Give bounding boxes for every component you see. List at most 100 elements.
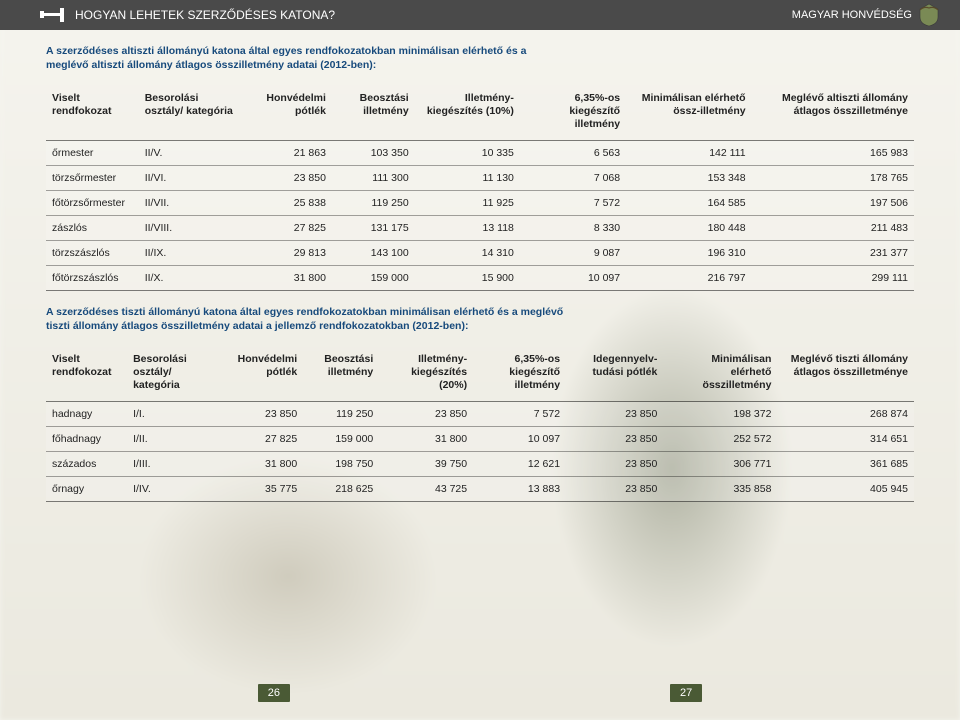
table-cell: 178 765 bbox=[752, 166, 914, 191]
table-cell: 216 797 bbox=[626, 266, 752, 291]
table-cell: 405 945 bbox=[777, 477, 914, 502]
table-cell: 180 448 bbox=[626, 216, 752, 241]
table-cell: 299 111 bbox=[752, 266, 914, 291]
t2-col-5: 6,35%-os kiegészítő illetmény bbox=[473, 347, 566, 401]
table-cell: 198 750 bbox=[303, 452, 379, 477]
table-cell: II/VI. bbox=[139, 166, 246, 191]
table-cell: 218 625 bbox=[303, 477, 379, 502]
intro-text-2: A szerződéses tiszti állományú katona ál… bbox=[46, 305, 566, 333]
table-cell: II/VIII. bbox=[139, 216, 246, 241]
t2-col-2: Honvédelmi pótlék bbox=[221, 347, 303, 401]
table-cell: I/IV. bbox=[127, 477, 221, 502]
table-cell: 25 838 bbox=[245, 191, 332, 216]
table-cell: 111 300 bbox=[332, 166, 415, 191]
table-cell: 13 883 bbox=[473, 477, 566, 502]
table-cell: 23 850 bbox=[379, 402, 473, 427]
table-cell: 143 100 bbox=[332, 241, 415, 266]
table-cell: főtörzsőrmester bbox=[46, 191, 139, 216]
salary-table-tiszt: Viselt rendfokozat Besorolási osztály/ k… bbox=[46, 347, 914, 502]
t1-col-0: Viselt rendfokozat bbox=[46, 86, 139, 140]
table-cell: százados bbox=[46, 452, 127, 477]
table-cell: hadnagy bbox=[46, 402, 127, 427]
t1-col-3: Beosztási illetmény bbox=[332, 86, 415, 140]
t2-col-3: Beosztási illetmény bbox=[303, 347, 379, 401]
table-cell: I/III. bbox=[127, 452, 221, 477]
table-cell: főtörzszászlós bbox=[46, 266, 139, 291]
intro-text-1: A szerződéses altiszti állományú katona … bbox=[46, 44, 566, 72]
table-cell: 31 800 bbox=[379, 427, 473, 452]
table-cell: 39 750 bbox=[379, 452, 473, 477]
table-row: őrnagyI/IV.35 775218 62543 72513 88323 8… bbox=[46, 477, 914, 502]
content: A szerződéses altiszti állományú katona … bbox=[0, 30, 960, 512]
table-cell: 43 725 bbox=[379, 477, 473, 502]
table-cell: 15 900 bbox=[415, 266, 520, 291]
table-cell: törzsőrmester bbox=[46, 166, 139, 191]
table-cell: 164 585 bbox=[626, 191, 752, 216]
table-cell: 11 925 bbox=[415, 191, 520, 216]
table-cell: 23 850 bbox=[566, 477, 663, 502]
table-cell: II/V. bbox=[139, 141, 246, 166]
table-cell: 7 068 bbox=[520, 166, 626, 191]
table-cell: 361 685 bbox=[777, 452, 914, 477]
table-row: főtörzsőrmesterII/VII.25 838119 25011 92… bbox=[46, 191, 914, 216]
table-cell: II/IX. bbox=[139, 241, 246, 266]
page-numbers: 26 27 bbox=[0, 684, 960, 702]
table-cell: 23 850 bbox=[221, 402, 303, 427]
table-cell: 29 813 bbox=[245, 241, 332, 266]
t1-col-6: Minimálisan elérhető össz-illetmény bbox=[626, 86, 752, 140]
table-cell: 9 087 bbox=[520, 241, 626, 266]
t1-col-7: Meglévő altiszti állomány átlagos összil… bbox=[752, 86, 914, 140]
table-cell: 31 800 bbox=[221, 452, 303, 477]
table-cell: 211 483 bbox=[752, 216, 914, 241]
table-cell: 268 874 bbox=[777, 402, 914, 427]
salary-table-altiszt: Viselt rendfokozat Besorolási osztály/ k… bbox=[46, 86, 914, 291]
table-cell: 27 825 bbox=[245, 216, 332, 241]
table-cell: 12 621 bbox=[473, 452, 566, 477]
table-cell: őrmester bbox=[46, 141, 139, 166]
table-row: törzsőrmesterII/VI.23 850111 30011 1307 … bbox=[46, 166, 914, 191]
table-cell: 153 348 bbox=[626, 166, 752, 191]
table-cell: 23 850 bbox=[566, 452, 663, 477]
table-cell: 11 130 bbox=[415, 166, 520, 191]
table-row: törzszászlósII/IX.29 813143 10014 3109 0… bbox=[46, 241, 914, 266]
table-row: századosI/III.31 800198 75039 75012 6212… bbox=[46, 452, 914, 477]
table-cell: 335 858 bbox=[663, 477, 777, 502]
table-cell: 8 330 bbox=[520, 216, 626, 241]
table-cell: 252 572 bbox=[663, 427, 777, 452]
table-cell: I/II. bbox=[127, 427, 221, 452]
table-row: főhadnagyI/II.27 825159 00031 80010 0972… bbox=[46, 427, 914, 452]
table-cell: 142 111 bbox=[626, 141, 752, 166]
table-cell: 23 850 bbox=[566, 427, 663, 452]
table-cell: 7 572 bbox=[473, 402, 566, 427]
t1-col-1: Besorolási osztály/ kategória bbox=[139, 86, 246, 140]
table-cell: I/I. bbox=[127, 402, 221, 427]
t1-col-4: Illetmény- kiegészítés (10%) bbox=[415, 86, 520, 140]
t2-col-6: Idegennyelv- tudási pótlék bbox=[566, 347, 663, 401]
table-cell: 231 377 bbox=[752, 241, 914, 266]
t2-col-1: Besorolási osztály/ kategória bbox=[127, 347, 221, 401]
t2-col-4: Illetmény- kiegészítés (20%) bbox=[379, 347, 473, 401]
table-cell: 23 850 bbox=[245, 166, 332, 191]
table-cell: 159 000 bbox=[332, 266, 415, 291]
emblem-icon bbox=[916, 2, 942, 28]
table-cell: 6 563 bbox=[520, 141, 626, 166]
table-cell: 31 800 bbox=[245, 266, 332, 291]
table-cell: 306 771 bbox=[663, 452, 777, 477]
page-left: 26 bbox=[258, 684, 290, 702]
table-cell: 21 863 bbox=[245, 141, 332, 166]
header-title-left: HOGYAN LEHETEK SZERZŐDÉSES KATONA? bbox=[75, 8, 335, 22]
table-cell: 14 310 bbox=[415, 241, 520, 266]
table-cell: 7 572 bbox=[520, 191, 626, 216]
table-cell: 196 310 bbox=[626, 241, 752, 266]
t2-col-0: Viselt rendfokozat bbox=[46, 347, 127, 401]
book-icon bbox=[40, 5, 68, 25]
table-cell: törzszászlós bbox=[46, 241, 139, 266]
table-cell: 23 850 bbox=[566, 402, 663, 427]
table-cell: őrnagy bbox=[46, 477, 127, 502]
table-cell: 314 651 bbox=[777, 427, 914, 452]
t2-col-8: Meglévő tiszti állomány átlagos összille… bbox=[777, 347, 914, 401]
table-cell: II/VII. bbox=[139, 191, 246, 216]
table-cell: zászlós bbox=[46, 216, 139, 241]
table-cell: 197 506 bbox=[752, 191, 914, 216]
table-cell: 27 825 bbox=[221, 427, 303, 452]
